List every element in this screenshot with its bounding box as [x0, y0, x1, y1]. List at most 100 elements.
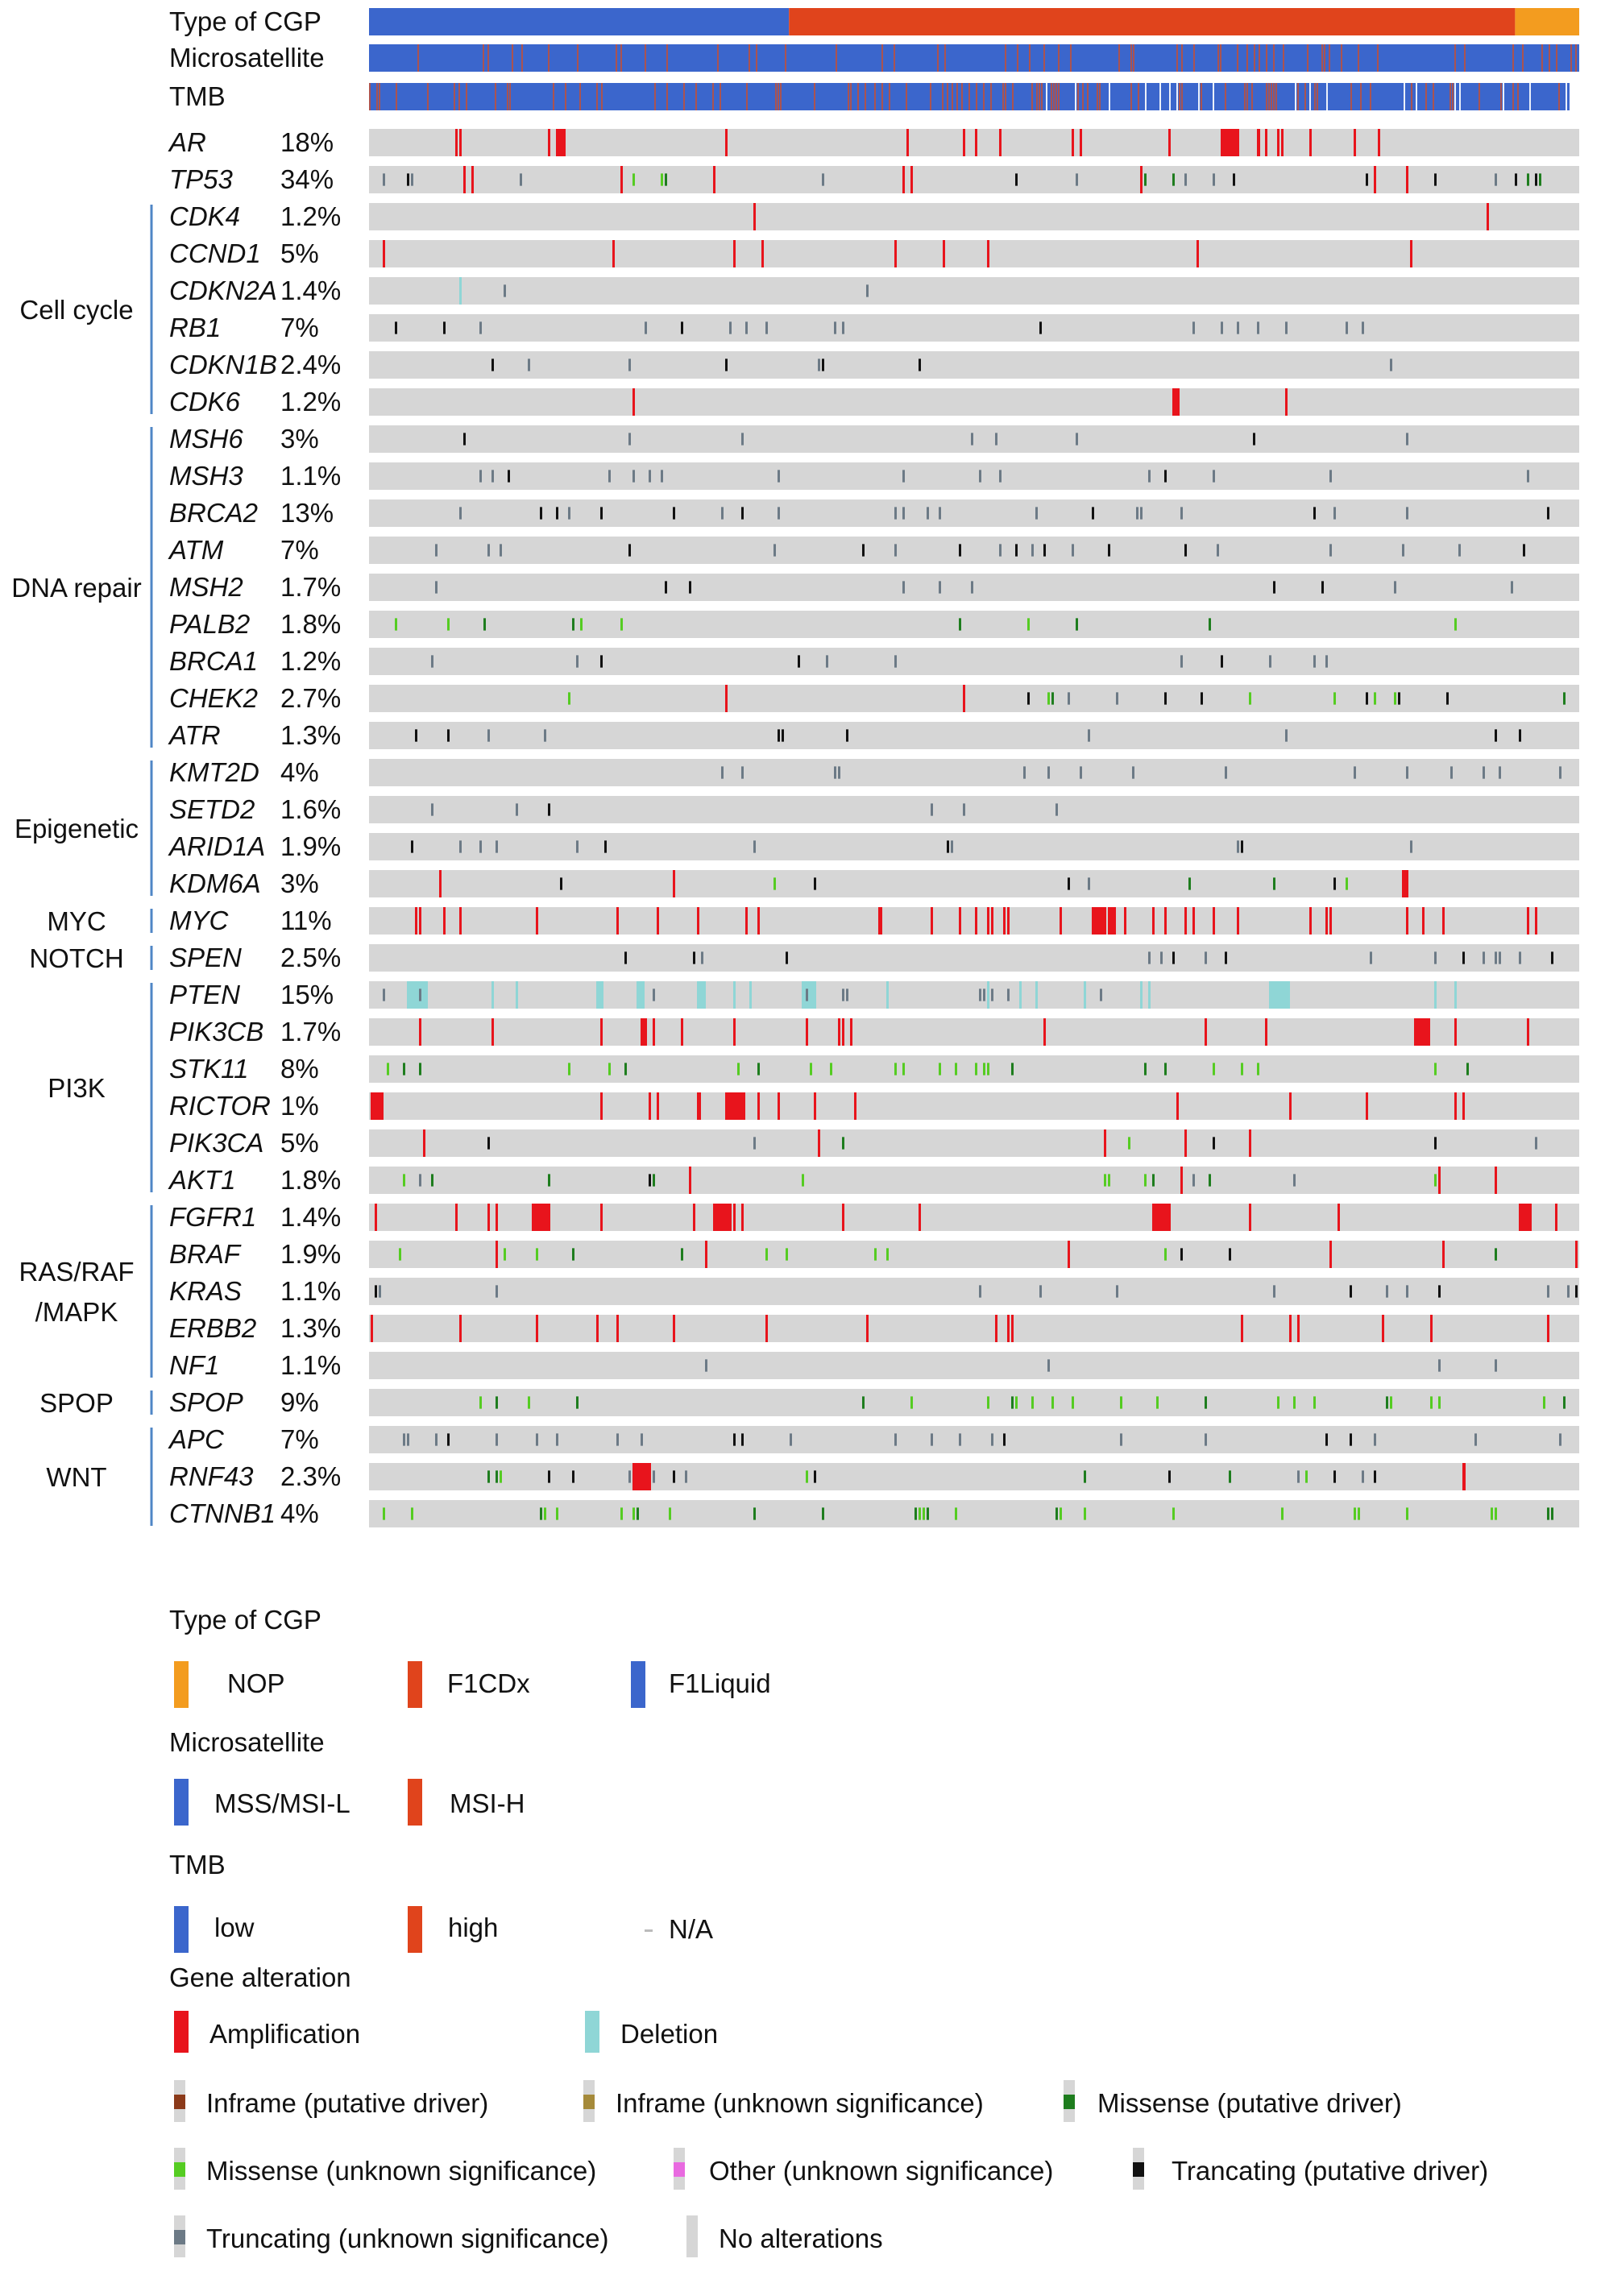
track-accent-mark	[1099, 83, 1101, 110]
alteration-mark	[810, 1063, 812, 1075]
alteration-mark	[1108, 544, 1110, 557]
gene-label: ATR	[168, 720, 221, 750]
track-na-mark	[1566, 83, 1567, 110]
track-accent-mark	[645, 44, 646, 72]
alteration-mark	[697, 981, 706, 1009]
alteration-mark	[596, 981, 603, 1009]
alteration-mark	[504, 1248, 506, 1261]
alteration-mark	[387, 1063, 389, 1075]
alteration-mark	[741, 1204, 744, 1231]
alteration-mark	[818, 358, 820, 371]
alteration-mark	[407, 1433, 409, 1446]
alteration-mark	[1015, 1396, 1018, 1409]
alteration-mark	[1164, 1248, 1167, 1261]
alteration-mark	[1180, 1248, 1183, 1261]
gene-percent: 13%	[280, 498, 334, 528]
gene-percent: 18%	[280, 127, 334, 157]
alteration-mark	[620, 1507, 623, 1520]
track-na-mark	[1075, 83, 1076, 110]
alteration-mark	[1088, 729, 1090, 742]
alteration-mark	[1152, 1174, 1155, 1187]
alteration-mark	[862, 1396, 865, 1409]
gene-label: AR	[168, 127, 206, 157]
alteration-mark	[1100, 988, 1102, 1001]
legend-swatch	[174, 2162, 185, 2177]
alteration-mark	[1539, 173, 1541, 186]
gene-percent: 7%	[280, 313, 319, 342]
alteration-mark	[1168, 129, 1171, 156]
alteration-mark	[1180, 1167, 1183, 1194]
alteration-mark	[1366, 692, 1368, 705]
alteration-mark	[1124, 907, 1126, 935]
alteration-mark	[1039, 321, 1042, 334]
track-accent-mark	[548, 44, 550, 72]
track-accent-mark	[427, 83, 429, 110]
alteration-mark	[500, 544, 502, 557]
track-accent-mark	[596, 83, 598, 110]
alteration-mark	[1043, 544, 1046, 557]
alteration-mark	[886, 981, 889, 1009]
legend-swatch	[1064, 2095, 1075, 2109]
gene-row-background	[369, 1389, 1579, 1416]
alteration-mark	[955, 1063, 957, 1075]
track-accent-mark	[814, 83, 815, 110]
legend-swatch	[408, 1906, 422, 1953]
alteration-mark	[1249, 692, 1251, 705]
gene-label: RNF43	[169, 1461, 254, 1491]
alteration-mark	[689, 1167, 691, 1194]
track-accent-mark	[1058, 44, 1060, 72]
alteration-mark	[701, 951, 703, 964]
alteration-mark	[939, 581, 941, 594]
alteration-mark	[959, 544, 961, 557]
alteration-mark	[1192, 907, 1195, 935]
alteration-mark	[1293, 1396, 1296, 1409]
legend-swatch	[174, 1906, 189, 1953]
alteration-mark	[1213, 1063, 1215, 1075]
alteration-mark	[649, 1174, 651, 1187]
alteration-mark	[653, 988, 655, 1001]
track-accent-mark	[749, 44, 750, 72]
gene-percent: 15%	[280, 980, 334, 1009]
alteration-mark	[1221, 321, 1223, 334]
gene-row-background	[369, 907, 1579, 935]
gene-label: FGFR1	[169, 1202, 256, 1232]
alteration-mark	[556, 507, 558, 520]
alteration-mark	[395, 618, 397, 631]
alteration-mark	[1551, 951, 1553, 964]
alteration-mark	[802, 981, 816, 1009]
legend-label: F1CDx	[447, 1668, 530, 1698]
alteration-mark	[1442, 907, 1445, 935]
track-accent-mark	[1217, 44, 1219, 72]
alteration-mark	[1003, 1433, 1006, 1446]
alteration-mark	[403, 1174, 405, 1187]
legend-swatch	[585, 2011, 599, 2053]
gene-row-background	[369, 1241, 1579, 1268]
track-label: TMB	[169, 81, 226, 111]
alteration-mark	[1329, 907, 1332, 935]
alteration-mark	[628, 1470, 631, 1483]
alteration-mark	[419, 1063, 421, 1075]
alteration-mark	[407, 173, 409, 186]
alteration-mark	[874, 1248, 877, 1261]
alteration-mark	[987, 240, 989, 267]
gene-label: BRAF	[169, 1239, 242, 1269]
track-accent-mark	[775, 83, 777, 110]
alteration-mark	[1289, 1315, 1292, 1342]
alteration-mark	[1289, 1092, 1292, 1120]
alteration-mark	[1192, 321, 1195, 334]
track-accent-mark	[1029, 44, 1031, 72]
alteration-mark	[403, 1063, 405, 1075]
alteration-mark	[544, 729, 546, 742]
alteration-mark	[923, 1507, 925, 1520]
alteration-mark	[1007, 1315, 1010, 1342]
track-accent-mark	[1201, 83, 1202, 110]
alteration-mark	[1495, 173, 1497, 186]
alteration-mark	[528, 1396, 530, 1409]
alteration-mark	[681, 321, 683, 334]
alteration-mark	[1527, 907, 1529, 935]
gene-row-background	[369, 1129, 1579, 1157]
track-accent-mark	[1541, 44, 1543, 72]
gene-row-background	[369, 462, 1579, 490]
legend-label: MSI-H	[450, 1788, 525, 1818]
alteration-mark	[753, 1137, 756, 1150]
